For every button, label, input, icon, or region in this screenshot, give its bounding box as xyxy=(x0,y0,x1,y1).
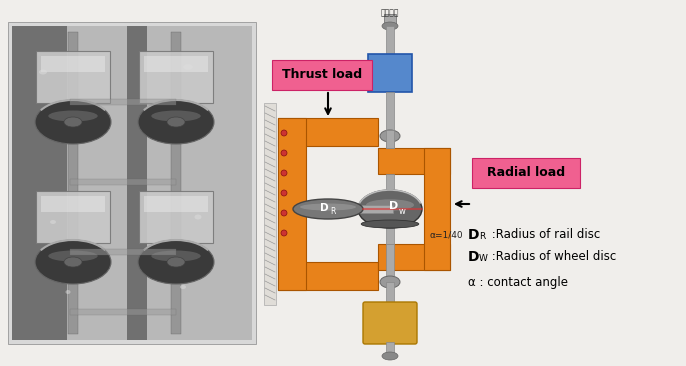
Ellipse shape xyxy=(293,199,363,219)
Text: R: R xyxy=(479,232,485,241)
Bar xyxy=(386,244,394,276)
Text: モーター: モーター xyxy=(381,8,399,17)
Bar xyxy=(278,118,306,290)
Text: D: D xyxy=(468,228,480,242)
FancyBboxPatch shape xyxy=(472,158,580,188)
Circle shape xyxy=(281,210,287,216)
Ellipse shape xyxy=(35,100,111,144)
Bar xyxy=(386,130,394,148)
Text: D: D xyxy=(390,201,399,211)
Circle shape xyxy=(281,130,287,136)
Bar xyxy=(144,56,208,72)
FancyBboxPatch shape xyxy=(272,60,372,90)
Ellipse shape xyxy=(64,257,82,267)
Text: D: D xyxy=(320,203,329,213)
Ellipse shape xyxy=(65,290,71,294)
Ellipse shape xyxy=(358,190,422,228)
Bar xyxy=(378,244,450,270)
Text: :Radius of wheel disc: :Radius of wheel disc xyxy=(488,250,616,263)
FancyBboxPatch shape xyxy=(139,51,213,103)
Bar xyxy=(12,26,252,340)
Bar xyxy=(306,205,393,213)
Bar xyxy=(278,118,378,146)
Bar xyxy=(70,99,176,105)
FancyBboxPatch shape xyxy=(36,191,110,243)
Circle shape xyxy=(281,170,287,176)
Ellipse shape xyxy=(39,70,47,75)
Text: w: w xyxy=(399,206,405,216)
Bar xyxy=(386,92,394,148)
Bar xyxy=(41,196,105,212)
Ellipse shape xyxy=(380,130,400,142)
Bar xyxy=(171,32,181,334)
Bar xyxy=(424,148,450,270)
Text: R: R xyxy=(331,208,335,217)
Ellipse shape xyxy=(152,111,201,122)
Ellipse shape xyxy=(35,240,111,284)
FancyBboxPatch shape xyxy=(363,302,417,344)
Ellipse shape xyxy=(48,111,97,122)
Ellipse shape xyxy=(382,22,398,30)
Bar xyxy=(127,26,147,340)
Ellipse shape xyxy=(183,64,193,70)
Bar xyxy=(386,174,394,244)
Ellipse shape xyxy=(48,250,97,261)
Ellipse shape xyxy=(152,250,201,261)
Bar xyxy=(386,26,394,54)
Ellipse shape xyxy=(300,203,356,210)
Circle shape xyxy=(281,150,287,156)
Bar xyxy=(386,342,394,354)
Ellipse shape xyxy=(380,276,400,288)
Bar xyxy=(268,0,686,366)
Text: α : contact angle: α : contact angle xyxy=(468,276,568,289)
Ellipse shape xyxy=(167,117,185,127)
Ellipse shape xyxy=(362,220,418,228)
Bar xyxy=(264,103,276,305)
Bar xyxy=(378,148,450,174)
Bar xyxy=(368,54,412,92)
Text: α=1/40: α=1/40 xyxy=(430,231,464,240)
Bar xyxy=(278,262,378,290)
Ellipse shape xyxy=(138,240,214,284)
Bar xyxy=(8,22,256,344)
Ellipse shape xyxy=(195,214,202,220)
Ellipse shape xyxy=(64,117,82,127)
Bar xyxy=(144,196,208,212)
Circle shape xyxy=(281,190,287,196)
Ellipse shape xyxy=(138,100,214,144)
Ellipse shape xyxy=(382,352,398,360)
Bar xyxy=(70,249,176,255)
Ellipse shape xyxy=(366,199,414,211)
Ellipse shape xyxy=(50,220,56,224)
FancyBboxPatch shape xyxy=(36,51,110,103)
Bar xyxy=(386,282,394,302)
FancyBboxPatch shape xyxy=(139,191,213,243)
Bar xyxy=(384,14,396,26)
Text: :Radius of rail disc: :Radius of rail disc xyxy=(488,228,600,241)
Text: Radial load: Radial load xyxy=(487,167,565,179)
Ellipse shape xyxy=(180,285,186,289)
Text: Thrust load: Thrust load xyxy=(282,68,362,82)
Bar xyxy=(68,32,78,334)
Text: W: W xyxy=(479,254,488,263)
Bar xyxy=(12,26,67,340)
Bar xyxy=(41,56,105,72)
Bar xyxy=(70,309,176,315)
Bar xyxy=(70,179,176,185)
Circle shape xyxy=(281,230,287,236)
Ellipse shape xyxy=(167,257,185,267)
Text: D: D xyxy=(468,250,480,264)
